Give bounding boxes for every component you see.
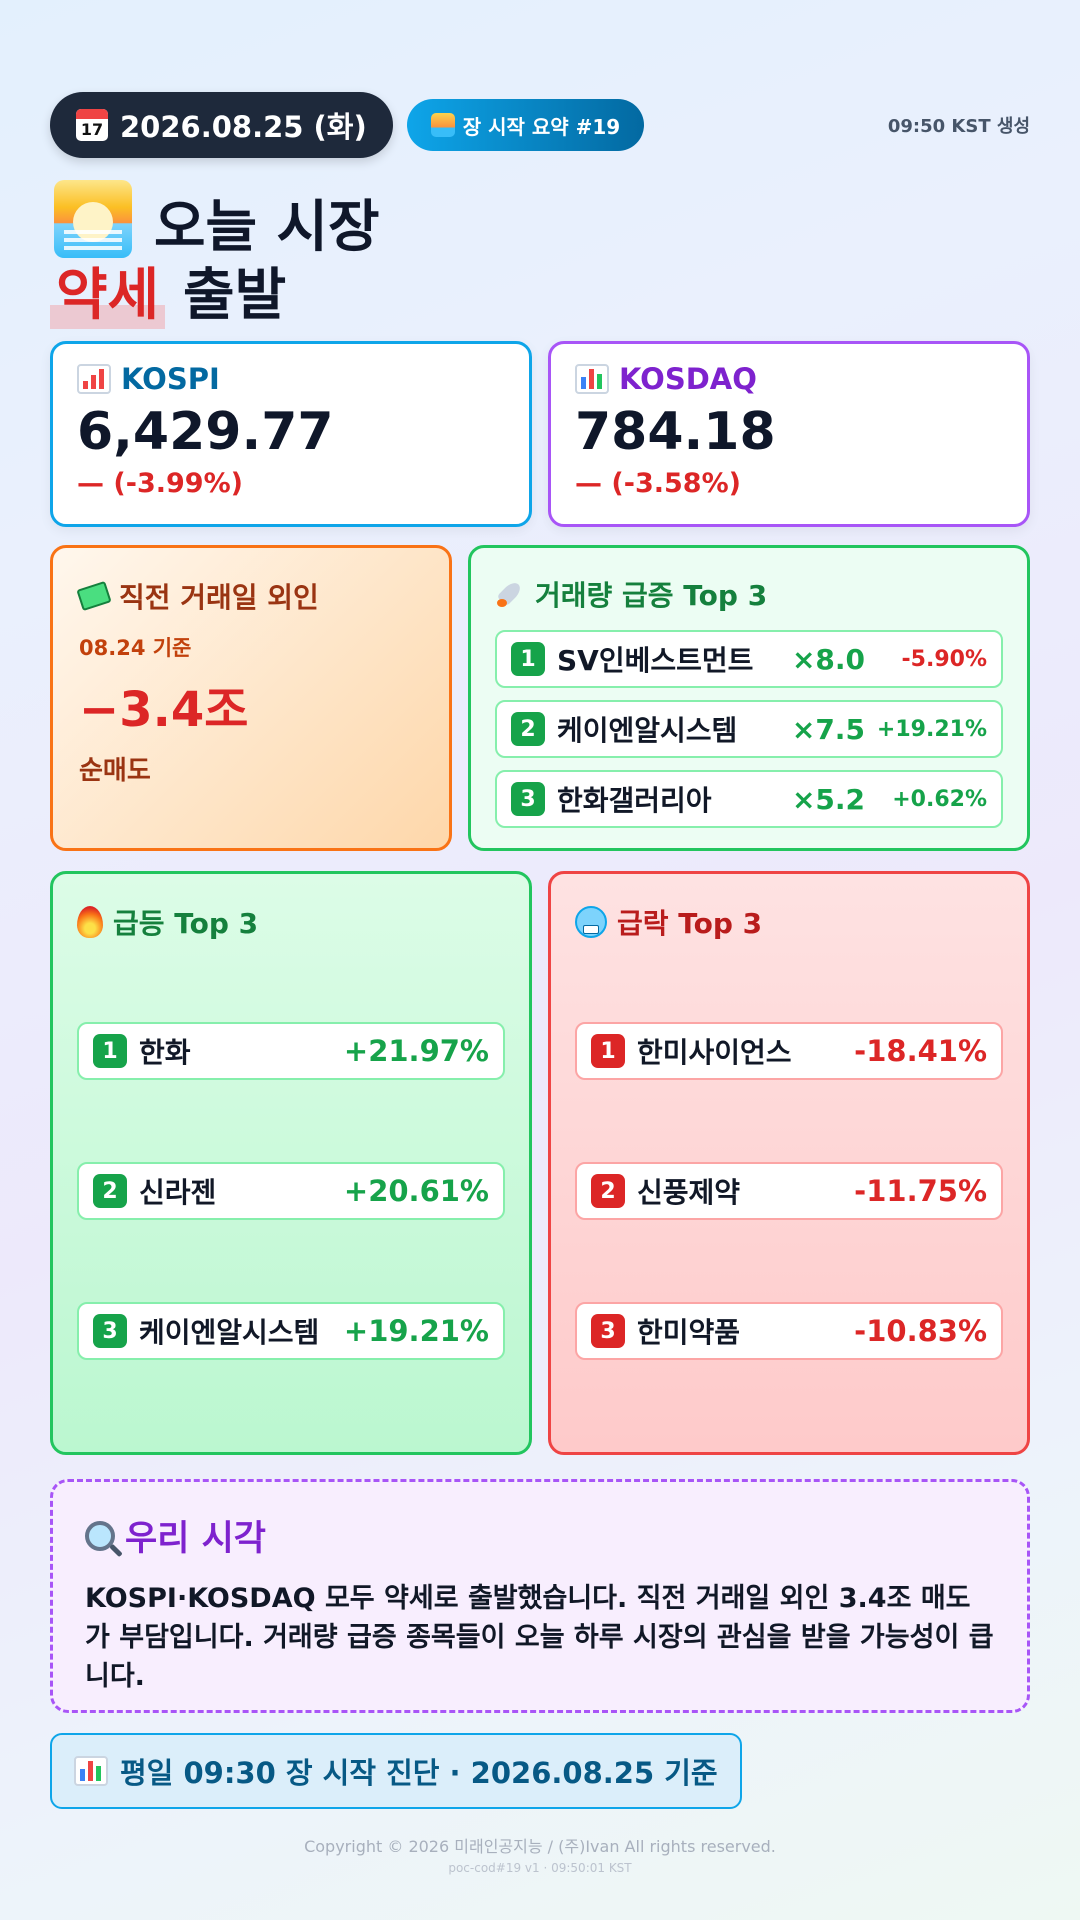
foreign-note: 순매도 bbox=[79, 756, 151, 786]
volume-surge-header: 거래량 급증 Top 3 bbox=[495, 574, 1003, 614]
list-item[interactable]: 2 신풍제약 -11.75% bbox=[575, 1162, 1003, 1220]
volume-surge-card: 거래량 급증 Top 3 1 SV인베스트먼트 ×8.0 -5.90% 2 케이… bbox=[468, 545, 1030, 851]
losers-card: 급락 Top 3 1 한미사이언스 -18.41% 2 신풍제약 -11.75%… bbox=[548, 871, 1030, 1455]
stock-change: +19.21% bbox=[343, 1314, 489, 1348]
foreign-value: −3.4조 bbox=[79, 682, 249, 738]
stock-name: 케이엔알시스템 bbox=[557, 714, 738, 747]
title-line2: 약세 출발 bbox=[50, 250, 286, 331]
stock-change: +0.62% bbox=[892, 786, 987, 812]
date-text: 2026.08.25 (화) bbox=[120, 110, 367, 144]
stock-change: +21.97% bbox=[343, 1034, 489, 1068]
list-item[interactable]: 1 한화 +21.97% bbox=[77, 1022, 505, 1080]
bar-chart-icon bbox=[74, 1756, 108, 1786]
list-item[interactable]: 1 한미사이언스 -18.41% bbox=[575, 1022, 1003, 1080]
our-view-card: 우리 시각 KOSPI·KOSDAQ 모두 약세로 출발했습니다. 직전 거래일… bbox=[50, 1479, 1030, 1713]
stock-change: -10.83% bbox=[854, 1314, 987, 1348]
rank-badge: 1 bbox=[93, 1034, 127, 1068]
our-view-header: 우리 시각 bbox=[85, 1510, 995, 1561]
mid-row: 직전 거래일 외인 08.24 기준 −3.4조 순매도 거래량 급증 Top … bbox=[50, 545, 1030, 851]
magnifier-icon bbox=[85, 1520, 115, 1551]
stock-change: -18.41% bbox=[854, 1034, 987, 1068]
sunrise-icon bbox=[430, 113, 455, 137]
gainers-header: 급등 Top 3 bbox=[77, 902, 505, 942]
build-info: poc-cod#19 v1 · 09:50:01 KST bbox=[448, 1861, 632, 1875]
foreign-flow-card: 직전 거래일 외인 08.24 기준 −3.4조 순매도 bbox=[50, 545, 452, 851]
rank-badge: 1 bbox=[511, 642, 545, 676]
gainers-card: 급등 Top 3 1 한화 +21.97% 2 신라젠 +20.61% 3 케이… bbox=[50, 871, 532, 1455]
briefing-card: 17 2026.08.25 (화) 장 시작 요약 #19 09:50 KST … bbox=[50, 92, 1030, 1875]
list-item[interactable]: 2 신라젠 +20.61% bbox=[77, 1162, 505, 1220]
rank-badge: 3 bbox=[511, 782, 545, 816]
rank-badge: 2 bbox=[511, 712, 545, 746]
diagnosis-text: 평일 09:30 장 시작 진단 · 2026.08.25 기준 bbox=[120, 1756, 718, 1790]
rank-badge: 1 bbox=[591, 1034, 625, 1068]
kosdaq-change: — (-3.58%) bbox=[575, 468, 741, 499]
money-icon bbox=[76, 580, 112, 612]
rank-badge: 3 bbox=[591, 1314, 625, 1348]
volume-multiplier: ×5.2 bbox=[791, 782, 865, 816]
foreign-flow-header: 직전 거래일 외인 bbox=[76, 576, 423, 616]
stock-name: 케이엔알시스템 bbox=[139, 1316, 320, 1349]
cold-face-icon bbox=[575, 906, 607, 938]
title-line1: 오늘 시장 bbox=[154, 195, 380, 260]
stock-change: +19.21% bbox=[876, 716, 987, 742]
stock-name: SV인베스트먼트 bbox=[557, 644, 754, 677]
fire-icon bbox=[77, 906, 103, 938]
copyright: Copyright © 2026 미래인공지능 / (주)Ivan All ri… bbox=[304, 1837, 776, 1856]
stock-change: -11.75% bbox=[854, 1174, 987, 1208]
chart-up-icon bbox=[77, 364, 111, 394]
rank-badge: 3 bbox=[93, 1314, 127, 1348]
our-view-text: KOSPI·KOSDAQ 모두 약세로 출발했습니다. 직전 거래일 외인 3.… bbox=[85, 1583, 994, 1693]
stock-name: 한미사이언스 bbox=[637, 1036, 792, 1069]
kospi-value: 6,429.77 bbox=[77, 402, 334, 462]
diagnosis-badge: 평일 09:30 장 시작 진단 · 2026.08.25 기준 bbox=[50, 1733, 742, 1809]
calendar-icon: 17 bbox=[76, 109, 108, 141]
kospi-card: KOSPI 6,429.77 — (-3.99%) bbox=[50, 341, 532, 527]
rank-badge: 2 bbox=[93, 1174, 127, 1208]
stock-name: 한화갤러리아 bbox=[557, 784, 712, 817]
stock-name: 신풍제약 bbox=[637, 1176, 741, 1209]
index-row: KOSPI 6,429.77 — (-3.99%) KOSDAQ 784.18 … bbox=[50, 341, 1030, 527]
rocket-icon bbox=[495, 579, 525, 609]
stock-name: 한미약품 bbox=[637, 1316, 741, 1349]
title-highlight: 약세 bbox=[50, 250, 166, 331]
bar-chart-icon bbox=[575, 364, 609, 394]
list-item[interactable]: 3 한미약품 -10.83% bbox=[575, 1302, 1003, 1360]
stock-change: -5.90% bbox=[901, 646, 987, 672]
volume-multiplier: ×8.0 bbox=[791, 642, 865, 676]
gainers-list: 1 한화 +21.97% 2 신라젠 +20.61% 3 케이엔알시스템 +19… bbox=[77, 1022, 505, 1360]
kosdaq-label: KOSDAQ bbox=[575, 362, 1003, 396]
list-item[interactable]: 3 케이엔알시스템 +19.21% bbox=[77, 1302, 505, 1360]
stock-change: +20.61% bbox=[343, 1174, 489, 1208]
title-rest: 출발 bbox=[183, 263, 287, 328]
summary-badge: 장 시작 요약 #19 bbox=[406, 99, 645, 151]
kosdaq-card: KOSDAQ 784.18 — (-3.58%) bbox=[548, 341, 1030, 527]
page-title: 오늘 시장 약세 출발 bbox=[50, 180, 1030, 329]
header: 17 2026.08.25 (화) 장 시작 요약 #19 09:50 KST … bbox=[50, 92, 1030, 158]
rank-badge: 2 bbox=[591, 1174, 625, 1208]
losers-header: 급락 Top 3 bbox=[575, 902, 1003, 942]
stock-name: 한화 bbox=[139, 1036, 191, 1069]
list-item[interactable]: 3 한화갤러리아 ×5.2 +0.62% bbox=[495, 770, 1003, 828]
stock-name: 신라젠 bbox=[139, 1176, 217, 1209]
losers-list: 1 한미사이언스 -18.41% 2 신풍제약 -11.75% 3 한미약품 -… bbox=[575, 1022, 1003, 1360]
kospi-label: KOSPI bbox=[77, 362, 505, 396]
sunrise-icon bbox=[54, 180, 132, 258]
volume-list: 1 SV인베스트먼트 ×8.0 -5.90% 2 케이엔알시스템 ×7.5 +1… bbox=[495, 630, 1003, 828]
date-badge: 17 2026.08.25 (화) bbox=[50, 92, 393, 158]
volume-multiplier: ×7.5 bbox=[791, 712, 865, 746]
list-item[interactable]: 2 케이엔알시스템 ×7.5 +19.21% bbox=[495, 700, 1003, 758]
summary-label: 장 시작 요약 #19 bbox=[462, 114, 621, 139]
kosdaq-value: 784.18 bbox=[575, 402, 776, 462]
generated-time: 09:50 KST 생성 bbox=[887, 116, 1030, 137]
kospi-change: — (-3.99%) bbox=[77, 468, 243, 499]
foreign-basis: 08.24 기준 bbox=[79, 636, 192, 660]
movers-row: 급등 Top 3 1 한화 +21.97% 2 신라젠 +20.61% 3 케이… bbox=[50, 871, 1030, 1455]
list-item[interactable]: 1 SV인베스트먼트 ×8.0 -5.90% bbox=[495, 630, 1003, 688]
